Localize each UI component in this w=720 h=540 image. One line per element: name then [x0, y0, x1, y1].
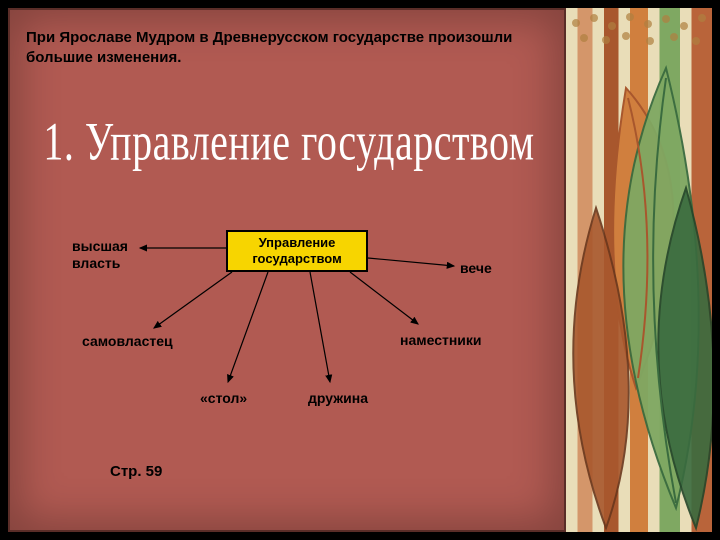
slide-body: При Ярославе Мудром в Древнерусском госу… — [8, 8, 566, 532]
diagram-center-box: Управление государством — [226, 230, 368, 272]
page-reference: Стр. 59 — [110, 463, 162, 480]
diagram-node: вече — [460, 260, 492, 277]
slide-frame: При Ярославе Мудром в Древнерусском госу… — [0, 0, 720, 540]
diagram-node: наместники — [400, 332, 482, 349]
diagram-node: дружина — [308, 390, 368, 407]
subtitle-text: При Ярославе Мудром в Древнерусском госу… — [26, 28, 546, 67]
diagram-node: самовластец — [82, 333, 173, 350]
slide-title: 1. Управление государством — [10, 110, 568, 173]
diagram-node: высшаявласть — [72, 238, 128, 272]
spider-diagram: Управление государством высшаявласть само… — [10, 210, 568, 470]
diagram-node: «стол» — [200, 390, 247, 407]
decorative-sidebar — [566, 8, 712, 532]
diagram-center-label: Управление государством — [228, 235, 366, 266]
